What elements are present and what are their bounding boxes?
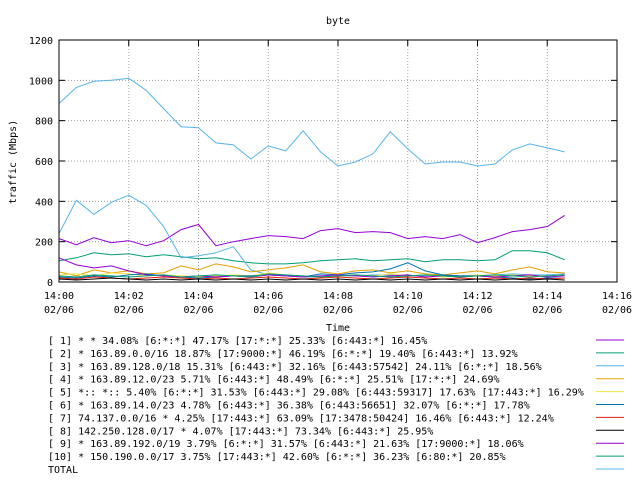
x-tick-time-label: 14:04 bbox=[183, 291, 213, 302]
x-tick-time-label: 14:06 bbox=[253, 291, 283, 302]
legend-entry-6: [ 6] * 163.89.14.0/23 4.78% [6:443:*] 36… bbox=[48, 401, 530, 412]
series-line-1 bbox=[58, 214, 565, 247]
x-tick-time-label: 14:12 bbox=[462, 291, 492, 302]
x-tick-time-label: 14:08 bbox=[323, 291, 353, 302]
legend: [ 1] * * 34.08% [6:*:*] 47.17% [17:*:*] … bbox=[48, 336, 624, 476]
x-tick-date-label: 02/06 bbox=[44, 305, 74, 316]
x-tick-date-label: 02/06 bbox=[114, 305, 144, 316]
legend-entry-1: [ 1] * * 34.08% [6:*:*] 47.17% [17:*:*] … bbox=[48, 336, 427, 347]
x-tick-date-label: 02/06 bbox=[253, 305, 283, 316]
series-line-8 bbox=[58, 277, 565, 281]
legend-entry-2: [ 2] * 163.89.0.0/16 18.87% [17:9000:*] … bbox=[48, 349, 518, 360]
y-axis-label: traffic (Mbps) bbox=[8, 120, 19, 204]
x-tick-time-label: 14:02 bbox=[114, 291, 144, 302]
series-line-4 bbox=[58, 263, 565, 277]
x-tick-date-label: 02/06 bbox=[393, 305, 423, 316]
legend-entry-9: [ 9] * 163.89.192.0/19 3.79% [6:*:*] 31.… bbox=[48, 439, 524, 450]
x-tick-time-label: 14:10 bbox=[393, 291, 423, 302]
axis-ticks: 0 200 400 600 800 1000 1200 14:00 02/06 14:02 02/0… bbox=[29, 36, 632, 316]
grid-lines bbox=[59, 40, 617, 282]
series-line-2 bbox=[58, 250, 565, 265]
series-line-3 bbox=[58, 194, 565, 278]
legend-entry-7: [ 7] 74.137.0.0/16 * 4.25% [17:443:*] 63… bbox=[48, 413, 554, 424]
series-lines bbox=[58, 77, 565, 281]
x-tick-time-label: 14:00 bbox=[44, 291, 74, 302]
x-axis-label: Time bbox=[326, 323, 350, 334]
x-tick-date-label: 02/06 bbox=[323, 305, 353, 316]
legend-entry-5: [ 5] *:: *:: 5.40% [6:*:*] 31.53% [6:443… bbox=[48, 388, 584, 399]
x-tick-date-label: 02/06 bbox=[532, 305, 562, 316]
legend-entry-4: [ 4] * 163.89.12.0/23 5.71% [6:443:*] 48… bbox=[48, 375, 500, 386]
legend-entry-11: TOTAL bbox=[48, 465, 78, 476]
y-tick-label: 800 bbox=[35, 117, 53, 128]
x-tick-time-label: 14:16 bbox=[602, 291, 632, 302]
legend-entry-10: [10] * 150.190.0.0/17 3.75% [17:443:*] 4… bbox=[48, 452, 506, 463]
x-tick-date-label: 02/06 bbox=[462, 305, 492, 316]
x-tick-date-label: 02/06 bbox=[183, 305, 213, 316]
plot-frame bbox=[58, 39, 618, 283]
y-tick-label: 200 bbox=[35, 238, 53, 249]
legend-entry-8: [ 8] 142.250.128.0/17 * 4.07% [17:443:*]… bbox=[48, 426, 433, 437]
series-line-10 bbox=[58, 273, 565, 278]
y-tick-label: 1000 bbox=[29, 76, 53, 87]
y-tick-label: 0 bbox=[47, 278, 53, 289]
legend-entry-3: [ 3] * 163.89.128.0/18 15.31% [6:443:*] … bbox=[48, 362, 542, 373]
y-tick-label: 400 bbox=[35, 197, 53, 208]
x-tick-date-label: 02/06 bbox=[602, 305, 632, 316]
chart-title: byte bbox=[326, 16, 350, 27]
y-tick-label: 1200 bbox=[29, 36, 53, 47]
x-tick-time-label: 14:14 bbox=[532, 291, 562, 302]
series-line-11 bbox=[58, 77, 565, 167]
y-tick-label: 600 bbox=[35, 157, 53, 168]
